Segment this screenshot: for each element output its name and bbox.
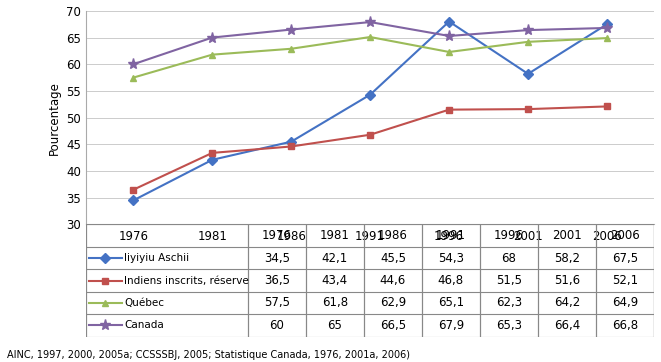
Text: 67,9: 67,9: [438, 319, 464, 332]
Text: 65,1: 65,1: [438, 296, 464, 310]
Text: 60: 60: [270, 319, 284, 332]
Text: 58,2: 58,2: [554, 252, 580, 265]
Text: 1996: 1996: [494, 229, 524, 242]
Text: 54,3: 54,3: [438, 252, 464, 265]
Text: 51,6: 51,6: [554, 274, 580, 287]
Text: 68: 68: [502, 252, 516, 265]
Text: 66,4: 66,4: [554, 319, 580, 332]
Text: 66,8: 66,8: [612, 319, 638, 332]
Text: 2006: 2006: [610, 229, 640, 242]
Text: 64,2: 64,2: [554, 296, 580, 310]
Text: 1981: 1981: [320, 229, 350, 242]
Text: 1991: 1991: [436, 229, 466, 242]
Text: 52,1: 52,1: [612, 274, 638, 287]
Text: Indiens inscrits, réserve: Indiens inscrits, réserve: [124, 275, 249, 286]
Text: 65: 65: [327, 319, 342, 332]
Text: 64,9: 64,9: [611, 296, 638, 310]
Text: 2001: 2001: [552, 229, 582, 242]
Text: 57,5: 57,5: [264, 296, 290, 310]
Text: 62,3: 62,3: [496, 296, 522, 310]
Text: 61,8: 61,8: [322, 296, 348, 310]
Text: 34,5: 34,5: [264, 252, 290, 265]
Text: 66,5: 66,5: [380, 319, 406, 332]
Text: 44,6: 44,6: [380, 274, 406, 287]
Text: 51,5: 51,5: [496, 274, 522, 287]
Text: 65,3: 65,3: [496, 319, 522, 332]
Text: 36,5: 36,5: [264, 274, 290, 287]
Text: AINC, 1997, 2000, 2005a; CCSSSBJ, 2005; Statistique Canada, 1976, 2001a, 2006): AINC, 1997, 2000, 2005a; CCSSSBJ, 2005; …: [7, 350, 410, 360]
Text: 1986: 1986: [378, 229, 408, 242]
Text: 42,1: 42,1: [322, 252, 348, 265]
Text: 45,5: 45,5: [380, 252, 406, 265]
Text: Iiyiyiu Aschii: Iiyiyiu Aschii: [124, 253, 190, 263]
Y-axis label: Pourcentage: Pourcentage: [48, 81, 61, 155]
Text: 1976: 1976: [262, 229, 292, 242]
Text: 62,9: 62,9: [380, 296, 406, 310]
Text: 46,8: 46,8: [438, 274, 464, 287]
Text: 43,4: 43,4: [322, 274, 348, 287]
Text: Canada: Canada: [124, 320, 164, 331]
Text: Québec: Québec: [124, 298, 165, 308]
Text: 67,5: 67,5: [612, 252, 638, 265]
